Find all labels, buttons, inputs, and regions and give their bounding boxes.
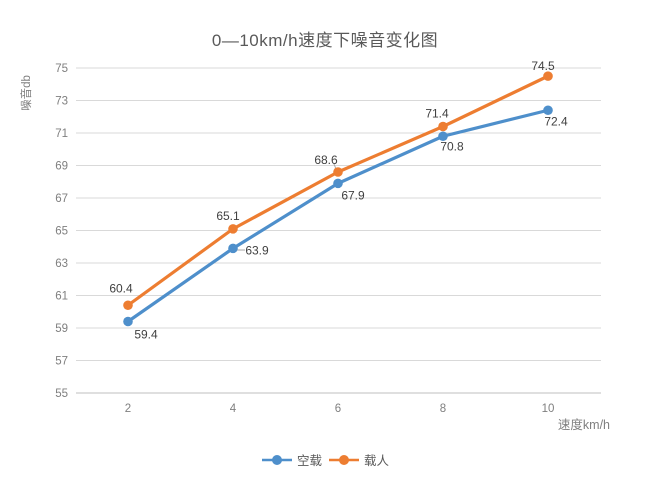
series-0-marker	[333, 178, 343, 189]
y-tick-label: 69	[55, 161, 68, 173]
legend-label-loaded: 载人	[364, 454, 390, 468]
y-axis-title: 噪音db	[19, 75, 33, 111]
legend-marker-empty-load	[261, 454, 292, 465]
series-line-0	[126, 108, 550, 324]
data-label: 72.4	[544, 114, 568, 128]
data-label: 74.5	[531, 59, 555, 73]
data-label: 59.4	[134, 328, 158, 342]
y-tick-label: 57	[55, 356, 68, 368]
data-label: 67.9	[341, 188, 365, 202]
y-tick-label: 75	[55, 63, 68, 75]
x-tick-label: 8	[440, 403, 446, 415]
legend-marker-loaded	[329, 454, 359, 465]
y-tick-label: 59	[55, 323, 68, 335]
series-0-marker	[438, 131, 448, 142]
chart-title: 0—10km/h速度下噪音变化图	[211, 31, 439, 50]
legend-label-empty-load: 空载	[296, 454, 322, 468]
y-tick-label: 73	[55, 96, 68, 108]
data-label: 71.4	[425, 107, 449, 121]
y-tick-label: 55	[55, 388, 68, 400]
series-1-marker	[123, 300, 133, 311]
data-label: 68.6	[314, 153, 338, 167]
data-label: 65.1	[216, 209, 240, 223]
legend: 空载 载人	[0, 450, 650, 469]
data-label: 70.8	[440, 139, 464, 153]
series-1-marker	[543, 71, 553, 81]
series-1-marker	[228, 224, 238, 234]
x-tick-label: 10	[542, 403, 555, 415]
y-tick-label: 61	[55, 291, 68, 303]
y-tick-label: 71	[55, 128, 68, 140]
series-line-1	[126, 74, 550, 307]
x-tick-label: 2	[125, 403, 131, 415]
y-tick-label: 65	[55, 226, 68, 238]
x-tick-label: 6	[335, 403, 341, 415]
series-0-marker	[123, 316, 133, 327]
x-tick-label: 4	[230, 403, 237, 415]
data-label: 63.9	[245, 243, 269, 257]
legend-item-loaded: 载人	[328, 450, 389, 469]
series-0-marker	[228, 243, 238, 254]
series-1-marker	[333, 167, 343, 177]
series-0-marker	[543, 105, 553, 116]
data-label: 60.4	[109, 281, 133, 295]
x-axis-title: 速度km/h	[558, 417, 610, 432]
legend-item-empty-load: 空载	[261, 450, 322, 469]
y-tick-label: 63	[55, 258, 68, 270]
series-1-marker	[438, 121, 448, 132]
y-tick-label: 67	[55, 193, 68, 205]
